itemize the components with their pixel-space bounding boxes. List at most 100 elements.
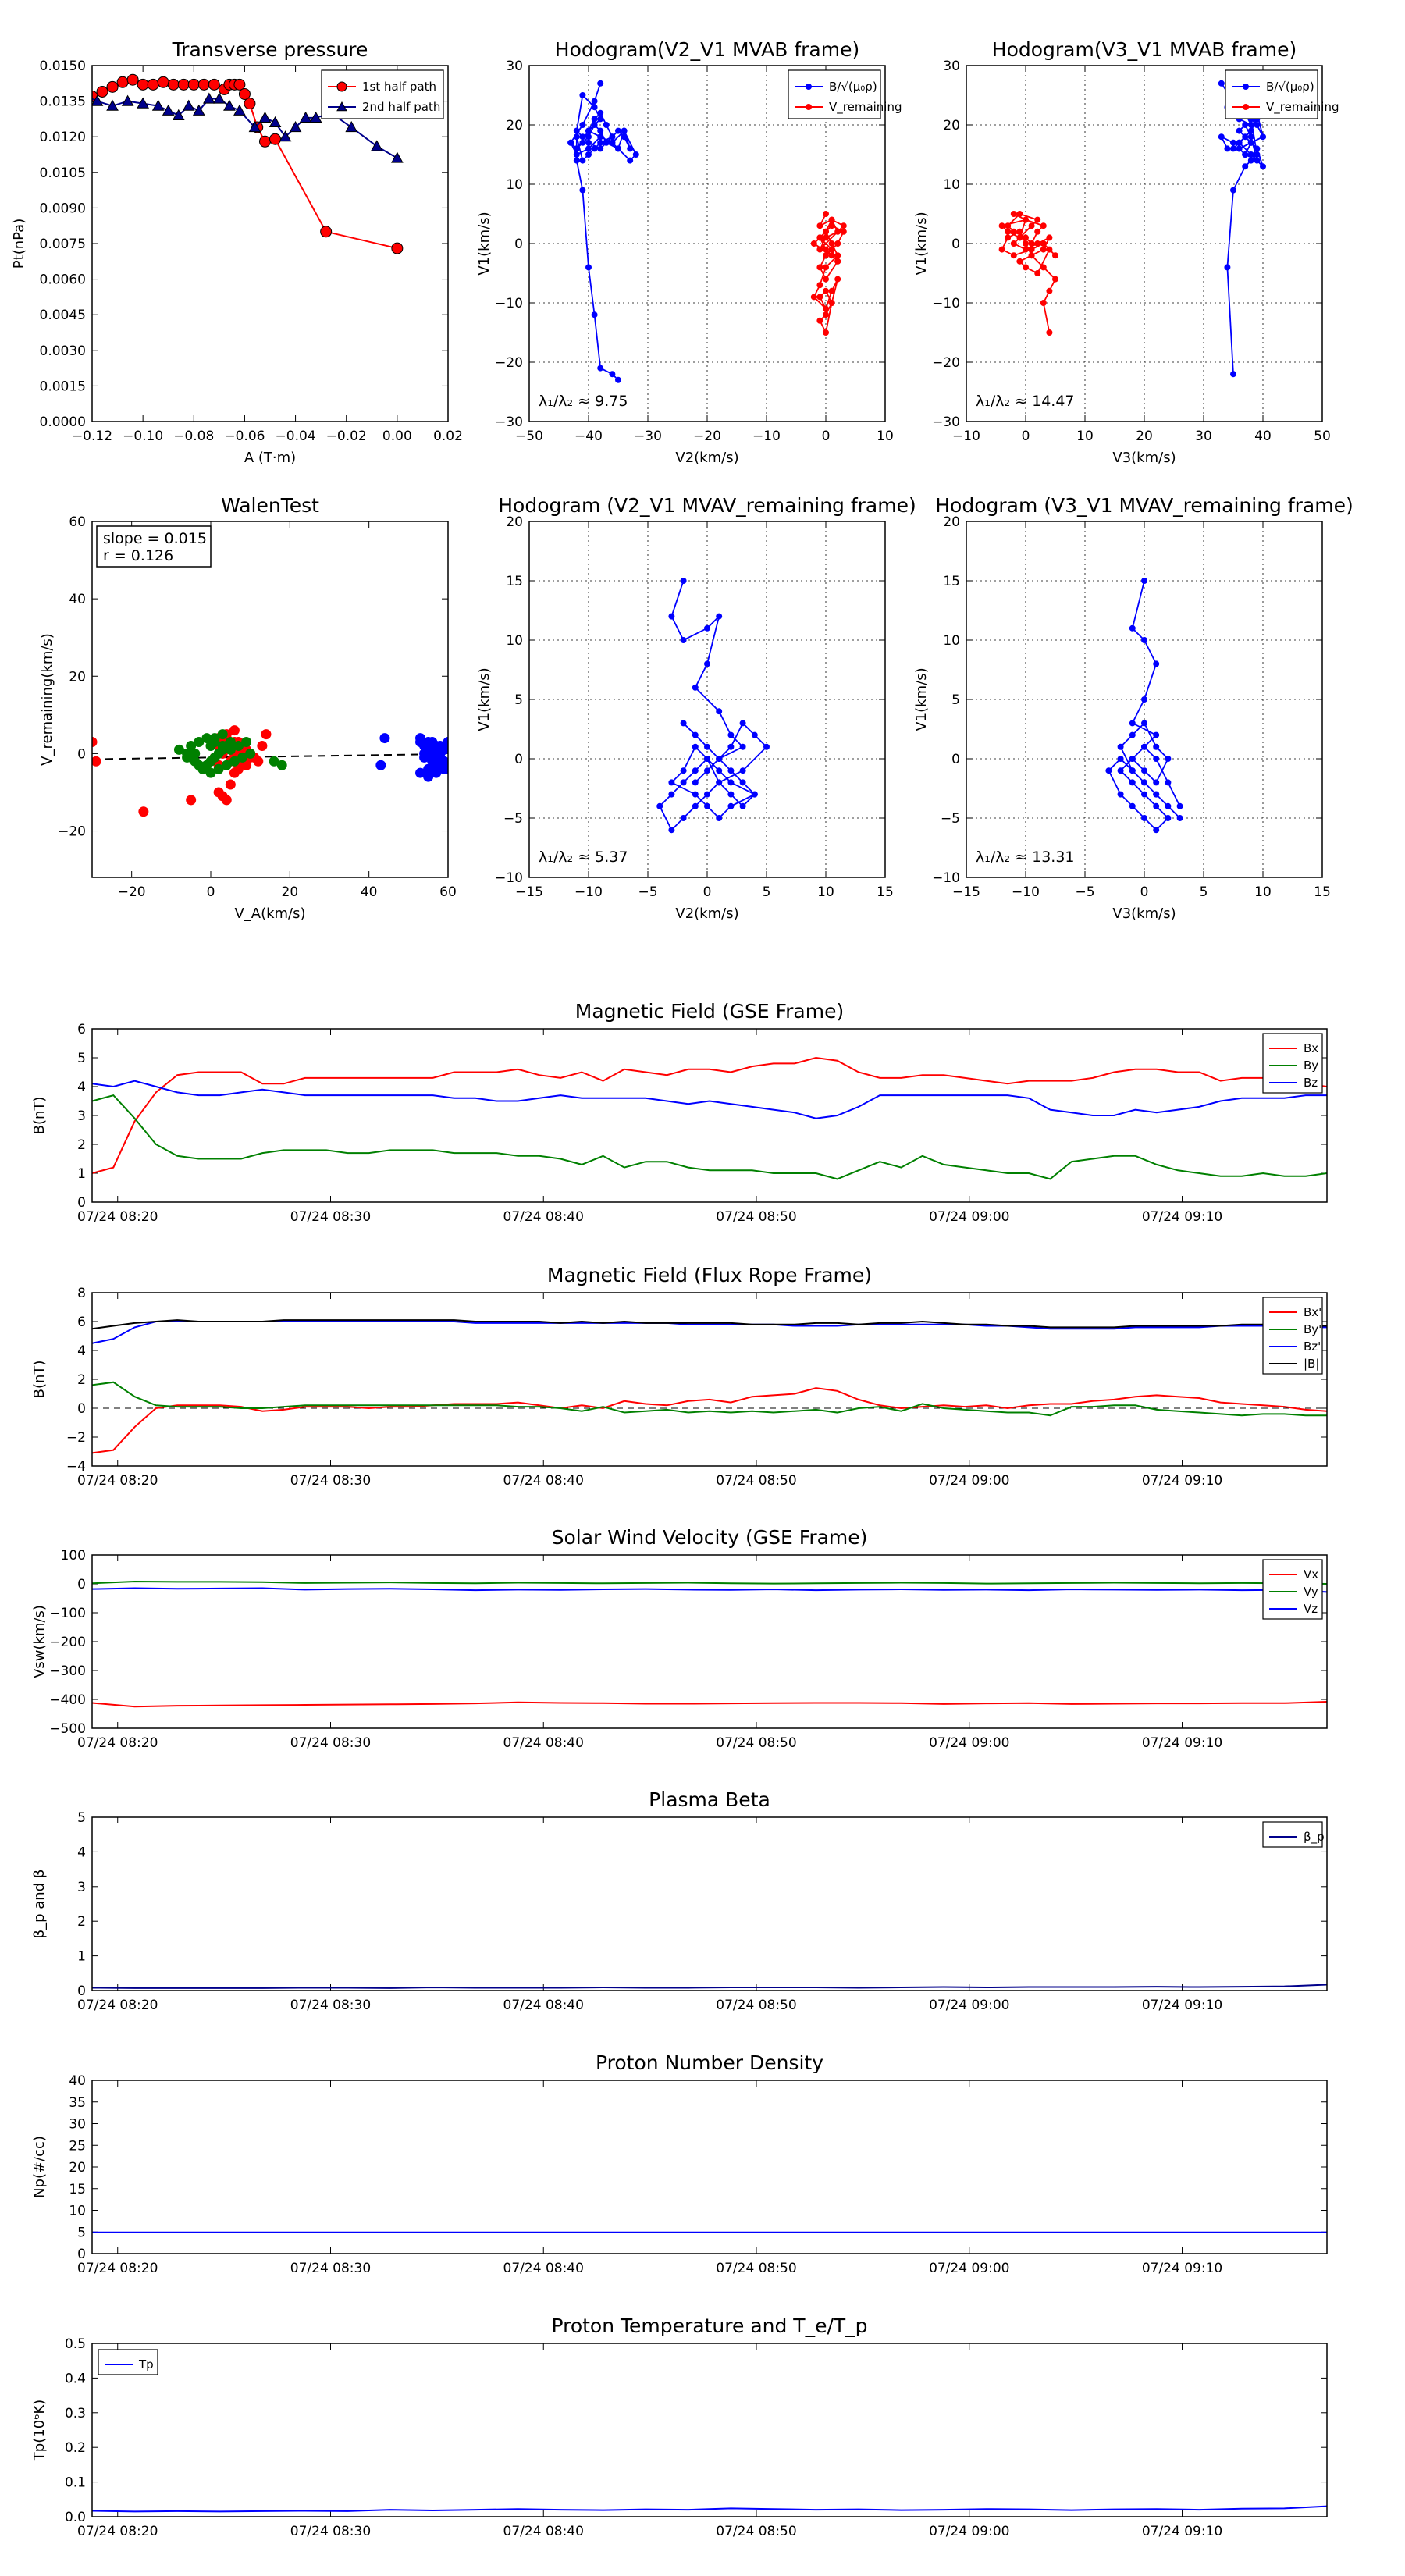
legend-label: Bx': [1304, 1305, 1321, 1319]
point: [1105, 767, 1112, 774]
point: [1034, 270, 1041, 276]
point: [137, 97, 149, 109]
y-tick-label: 0.5: [65, 2336, 86, 2352]
point: [816, 294, 823, 301]
chart-title: Solar Wind Velocity (GSE Frame): [552, 1526, 868, 1549]
point: [162, 104, 175, 116]
plot-frame: [91, 1292, 1328, 1467]
point: [823, 252, 829, 259]
y-tick-label: 0.0: [65, 2510, 86, 2525]
y-tick-label: 0.0090: [40, 201, 86, 216]
point: [1052, 276, 1058, 283]
y-tick-label: 20: [506, 514, 523, 530]
y-tick-label: 2: [77, 1914, 86, 1930]
y-tick-label: 0.0015: [40, 379, 86, 394]
point: [704, 660, 710, 667]
point: [391, 242, 404, 254]
point: [1129, 731, 1136, 738]
x-tick-label: −0.04: [276, 429, 316, 444]
point: [202, 92, 215, 104]
point: [668, 613, 675, 620]
series-line-0: [659, 580, 768, 831]
y-tick-label: −400: [49, 1692, 86, 1708]
y-tick-label: 0.0030: [40, 343, 86, 359]
point: [1028, 252, 1035, 259]
plot-area: [92, 1581, 1327, 1708]
x-tick-label: 07/24 08:30: [290, 1735, 371, 1751]
chart-title: WalenTest: [221, 494, 319, 517]
point: [763, 743, 770, 750]
point: [1165, 802, 1172, 809]
point: [258, 135, 271, 148]
point: [727, 802, 735, 809]
y-tick-label: 0: [77, 746, 86, 762]
point: [1129, 802, 1136, 809]
chart-title: Hodogram (V3_V1 MVAV_remaining frame): [935, 494, 1353, 517]
point: [241, 737, 252, 748]
point: [1034, 216, 1041, 223]
point: [609, 371, 616, 378]
point: [828, 252, 835, 259]
point: [1247, 133, 1254, 141]
plot-area: [567, 80, 847, 383]
x-tick-label: 07/24 08:40: [503, 1209, 584, 1225]
point: [1242, 133, 1249, 141]
series-line-0: [92, 1984, 1327, 1989]
point: [828, 287, 835, 294]
x-tick-label: −0.06: [224, 429, 265, 444]
chart-title: Proton Number Density: [596, 2051, 823, 2074]
x-tick-label: 07/24 09:10: [1142, 2261, 1222, 2276]
legend-label: B/√(μ₀ρ): [1266, 80, 1314, 94]
point: [823, 246, 829, 253]
point: [727, 731, 735, 738]
point: [704, 791, 710, 798]
y-tick-label: 3: [77, 1880, 86, 1895]
point: [225, 779, 236, 790]
x-tick-label: 07/24 09:10: [1142, 1735, 1222, 1751]
point: [627, 157, 634, 164]
x-tick-label: 15: [1314, 884, 1331, 900]
point: [816, 282, 823, 289]
point: [840, 228, 847, 235]
point: [221, 795, 232, 806]
point: [716, 613, 723, 620]
point: [739, 802, 746, 809]
point: [1236, 145, 1243, 152]
series-line-2: [92, 1587, 1327, 1593]
x-axis-label: V2(km/s): [675, 906, 738, 922]
legend-label: B/√(μ₀ρ): [829, 80, 877, 94]
point: [579, 122, 586, 128]
x-tick-label: 10: [817, 884, 834, 900]
point: [1153, 743, 1160, 750]
legend-box: [788, 69, 881, 119]
point: [182, 752, 193, 763]
point: [704, 624, 710, 632]
point: [597, 80, 604, 87]
chart-0: −0.12 −0.10 −0.08 −0.06 −0.04 −0.02 0.00 0.02 0.…: [11, 38, 463, 466]
point: [309, 111, 322, 123]
point: [1165, 779, 1172, 786]
ratio-annotation: λ₁/λ₂ ≈ 5.37: [539, 849, 628, 866]
x-tick-label: 07/24 08:50: [716, 2261, 796, 2276]
point: [261, 729, 272, 740]
point: [320, 226, 333, 238]
x-tick-label: 07/24 09:10: [1142, 1998, 1222, 2013]
y-tick-label: 30: [69, 2117, 86, 2133]
point: [716, 756, 723, 762]
point: [96, 85, 108, 98]
point: [692, 791, 699, 798]
point: [603, 122, 610, 128]
point: [1141, 791, 1147, 798]
y-tick-label: 40: [69, 2073, 86, 2089]
y-tick-label: −20: [932, 355, 960, 371]
point: [1153, 731, 1160, 738]
point: [823, 311, 829, 318]
point: [1224, 264, 1231, 271]
point: [1117, 767, 1124, 774]
point: [585, 264, 592, 271]
plot-area: [92, 1319, 1327, 1454]
point: [692, 684, 699, 691]
point: [137, 78, 149, 91]
point: [177, 78, 190, 91]
